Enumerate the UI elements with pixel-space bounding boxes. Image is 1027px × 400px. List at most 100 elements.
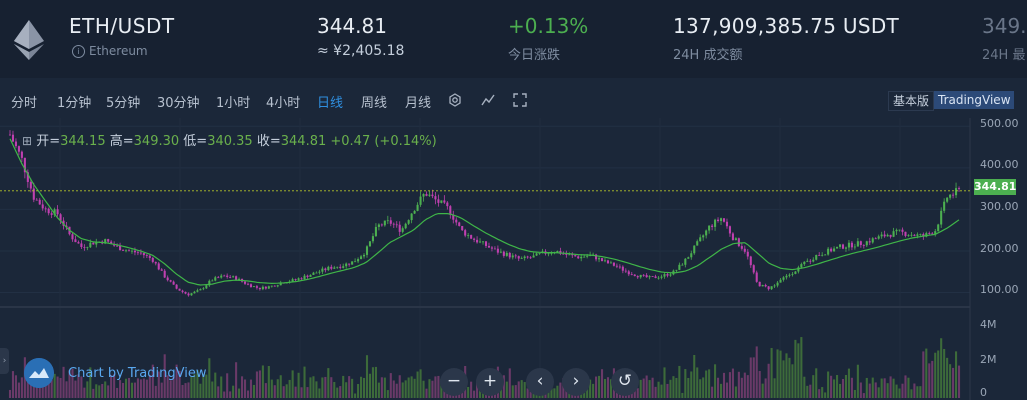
legend-toggle-icon[interactable]: ⊞ — [22, 134, 33, 148]
candle-body — [380, 224, 383, 226]
candle-body — [220, 275, 223, 278]
volume-bar — [365, 355, 369, 398]
candle-body — [175, 284, 178, 289]
volume-bar — [226, 373, 229, 398]
change-percent: +0.13% — [508, 14, 589, 38]
volume-bar — [651, 377, 654, 398]
interval-1m[interactable]: 月线 — [405, 96, 432, 111]
candle-body — [511, 255, 514, 258]
interval-tick[interactable]: 分时 — [11, 96, 38, 111]
volume-bar — [660, 384, 663, 398]
candle-body — [919, 234, 922, 235]
side-panel-handle[interactable]: › — [0, 348, 9, 374]
candle-body — [675, 269, 678, 271]
volume-bar — [255, 371, 258, 398]
candle-body — [29, 181, 32, 189]
volume-bar — [556, 385, 559, 398]
candle-body — [303, 275, 306, 279]
candle-body — [374, 226, 377, 237]
interval-1w[interactable]: 周线 — [361, 96, 388, 111]
volume-bar — [119, 380, 122, 398]
candle-body — [838, 244, 842, 247]
interval-1min[interactable]: 1分钟 — [57, 96, 92, 111]
volume-bar — [133, 382, 136, 398]
price-tick: 100.00 — [980, 283, 1019, 296]
volume-bar — [690, 371, 693, 398]
volume-bar — [246, 390, 250, 398]
candle-body — [901, 229, 904, 232]
candle-body — [342, 266, 345, 268]
candle-body — [163, 270, 166, 278]
volume-bar — [110, 375, 113, 398]
zoom-out-button[interactable]: − — [440, 368, 468, 396]
volume-bar — [264, 383, 267, 398]
candle-body — [818, 255, 821, 256]
tradingview-branding[interactable]: Chart by TradingView — [24, 358, 206, 388]
candle-body — [681, 264, 684, 266]
volume-bar — [776, 349, 779, 398]
volume-bar — [172, 376, 175, 398]
fullscreen-icon[interactable] — [513, 93, 527, 107]
candle-body — [461, 225, 464, 231]
volume-bar — [181, 384, 184, 398]
candle-body — [26, 172, 29, 182]
tradingview-version-button[interactable]: TradingView — [934, 91, 1014, 109]
candle-body — [931, 233, 934, 235]
candle-body — [437, 199, 440, 203]
candle-body — [821, 254, 824, 256]
basic-version-button[interactable]: 基本版 — [888, 91, 935, 111]
candle-body — [568, 254, 571, 256]
candle-body — [520, 258, 523, 259]
candle-body — [910, 234, 913, 236]
interval-1d[interactable]: 日线 — [317, 96, 344, 111]
volume-bar — [734, 386, 737, 398]
candle-body — [824, 254, 827, 256]
info-icon[interactable]: i — [72, 44, 85, 58]
interval-1h[interactable]: 1小时 — [216, 96, 251, 111]
zoom-in-button[interactable]: + — [476, 368, 504, 396]
candle-body — [693, 245, 696, 254]
volume-bar — [297, 372, 300, 398]
candle-body — [755, 272, 758, 282]
candle-body — [761, 284, 764, 287]
interval-5min[interactable]: 5分钟 — [106, 96, 141, 111]
volume-bar — [728, 372, 731, 398]
indicators-icon[interactable] — [481, 93, 495, 107]
interval-4h[interactable]: 4小时 — [266, 96, 301, 111]
volume-bar — [862, 393, 865, 398]
scroll-right-button[interactable]: › — [562, 368, 590, 396]
candle-body — [752, 265, 755, 273]
volume-bar — [425, 388, 428, 398]
volume-bar — [553, 388, 556, 398]
candle-body — [895, 229, 898, 232]
candlesticks — [8, 130, 961, 297]
volume-bar — [342, 375, 345, 398]
candle-body — [211, 280, 214, 282]
volume-bar — [122, 382, 125, 398]
volume-bar — [952, 367, 955, 398]
volume-bar — [925, 348, 928, 398]
volume-bar — [731, 368, 734, 398]
reset-chart-button[interactable]: ↺ — [611, 368, 639, 396]
candle-body — [514, 255, 517, 257]
candle-body — [788, 274, 791, 276]
candle-body — [598, 258, 601, 260]
volume-bar — [797, 343, 800, 398]
candle-body — [398, 224, 401, 232]
candle-body — [270, 285, 273, 287]
candle-body — [678, 264, 681, 270]
candle-body — [663, 274, 666, 277]
scroll-left-button[interactable]: ‹ — [526, 368, 554, 396]
candle-body — [294, 279, 297, 280]
candle-body — [487, 245, 491, 248]
candle-body — [800, 264, 803, 268]
candle-body — [300, 278, 303, 280]
interval-30min[interactable]: 30分钟 — [157, 96, 200, 111]
settings-icon[interactable] — [448, 93, 462, 107]
candle-body — [645, 275, 648, 278]
candle-body — [648, 276, 651, 278]
candle-body — [261, 286, 264, 290]
candle-body — [365, 246, 369, 255]
volume-bar — [526, 388, 529, 398]
candle-body — [764, 284, 767, 287]
